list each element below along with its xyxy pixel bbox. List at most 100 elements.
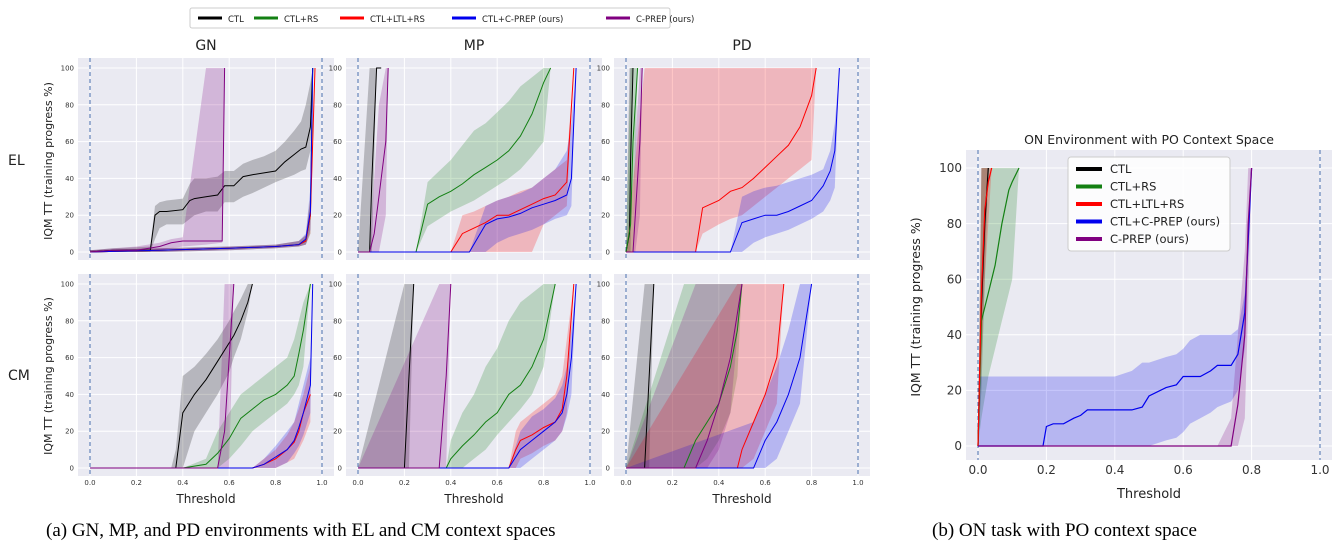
y-tick-label: 0 bbox=[954, 439, 962, 453]
legend-a-label: CTL+LTL+RS bbox=[370, 15, 425, 25]
series-band-ctl bbox=[358, 68, 382, 252]
series-line-c-prep-ours- bbox=[89, 67, 226, 253]
y-tick-label: 60 bbox=[65, 354, 74, 362]
x-tick-label: 0.8 bbox=[270, 479, 281, 487]
y-tick-label: 100 bbox=[61, 280, 74, 288]
x-tick-label: 0.0 bbox=[352, 479, 363, 487]
series-line-ctl-c-prep-ours- bbox=[90, 283, 314, 469]
series-line-ctl-c-prep-ours- bbox=[626, 283, 813, 469]
x-tick-label: 0.8 bbox=[538, 479, 549, 487]
series-line-ctl bbox=[89, 67, 314, 253]
chart-title: ON Environment with PO Context Space bbox=[1024, 132, 1274, 147]
y-tick-label: 0 bbox=[70, 248, 74, 256]
legend-a-label: CTL+RS bbox=[284, 15, 318, 25]
series-line-ctl-rs bbox=[358, 283, 556, 469]
y-tick-label: 40 bbox=[601, 391, 610, 399]
series-band-ctl-c-prep-ours- bbox=[358, 68, 577, 252]
y-tick-label: 40 bbox=[601, 175, 610, 183]
series-band-c-prep-ours- bbox=[358, 68, 389, 252]
caption-a: (a) GN, MP, and PD environments with EL … bbox=[46, 520, 556, 541]
y-tick-label: 100 bbox=[329, 280, 342, 288]
series-band-ctl-ltl-rs bbox=[90, 366, 311, 468]
panel-cm-gn: 0 20 40 60 80 100 0.0 0.2 0.4 0.6 0.8 1.0 bbox=[61, 274, 334, 487]
series-band-ctl-ltl-rs bbox=[626, 68, 817, 252]
series-band-ctl-c-prep-ours- bbox=[626, 284, 812, 468]
series-band-ctl bbox=[90, 284, 253, 468]
series-line-ctl-c-prep-ours- bbox=[358, 283, 577, 469]
x-tick-label: 1.0 bbox=[1310, 463, 1329, 477]
series-line-ctl-rs bbox=[90, 283, 311, 469]
x-axis-label: Threshold bbox=[175, 492, 235, 506]
x-tick-label: 0.0 bbox=[968, 463, 987, 477]
plot-background bbox=[78, 58, 334, 260]
y-tick-label: 60 bbox=[333, 354, 342, 362]
legend-a-label: CTL bbox=[228, 15, 244, 25]
y-tick-label: 80 bbox=[333, 317, 342, 325]
y-tick-label: 80 bbox=[333, 101, 342, 109]
y-tick-label: 20 bbox=[65, 428, 74, 436]
y-tick-label: 60 bbox=[601, 354, 610, 362]
x-tick-label: 0.6 bbox=[492, 479, 504, 487]
row-label: CM bbox=[8, 368, 30, 384]
x-tick-label: 0.2 bbox=[131, 479, 142, 487]
legend-a-label: CTL+C-PREP (ours) bbox=[482, 15, 563, 25]
series-line-ctl-rs bbox=[625, 67, 639, 253]
x-tick-label: 0.6 bbox=[224, 479, 236, 487]
x-tick-label: 0.2 bbox=[667, 479, 678, 487]
plot-background bbox=[346, 274, 602, 476]
legend-b: CTL CTL+RS CTL+LTL+RS CTL+C-PREP (ours) C-PR… bbox=[1067, 156, 1231, 252]
series-line-c-prep-ours- bbox=[626, 67, 643, 253]
panel-el-gn: 0 20 40 60 80 100 bbox=[61, 58, 334, 260]
x-tick-label: 0.0 bbox=[620, 479, 631, 487]
plot-background bbox=[78, 274, 334, 476]
x-axis-label: Threshold bbox=[1116, 487, 1181, 502]
legend-a: CTL CTL+RS CTL+LTL+RS CTL+C-PREP (ours) C-PR… bbox=[189, 7, 694, 29]
y-tick-label: 40 bbox=[333, 175, 342, 183]
legend-a-frame bbox=[189, 7, 671, 29]
y-tick-label: 100 bbox=[597, 64, 610, 72]
legend-b-label: C-PREP (ours) bbox=[1110, 232, 1189, 246]
series-band-ctl-rs bbox=[90, 284, 311, 468]
series-line-ctl-c-prep-ours- bbox=[358, 67, 577, 253]
x-tick-label: 0.4 bbox=[445, 479, 457, 487]
series-band-ctl-ltl-rs bbox=[358, 68, 574, 252]
y-tick-label: 40 bbox=[65, 175, 74, 183]
y-tick-label: 20 bbox=[333, 212, 342, 220]
series-line-c-prep-ours- bbox=[626, 283, 743, 469]
series-line-ctl-ltl-rs bbox=[977, 167, 993, 447]
series-line-ctl-rs bbox=[977, 167, 1020, 447]
series-band-ctl bbox=[90, 68, 313, 252]
y-tick-label: 60 bbox=[333, 138, 342, 146]
series-line-c-prep-ours- bbox=[358, 283, 452, 469]
column-title: GN bbox=[195, 38, 216, 54]
plot-background bbox=[346, 58, 602, 260]
legend-b-label: CTL+C-PREP (ours) bbox=[1110, 215, 1220, 229]
series-line-c-prep-ours- bbox=[978, 167, 1253, 447]
on-chart: 0 20 40 60 80 100 0.0 0.2 0.4 0.6 0.8 1.0 ON Environ… bbox=[908, 132, 1332, 502]
panel-cm-mp: 0 20 40 60 80 100 0.0 0.2 0.4 0.6 0.8 1.0 bbox=[329, 274, 602, 487]
y-tick-label: 80 bbox=[65, 101, 74, 109]
y-tick-label: 20 bbox=[601, 212, 610, 220]
panel-el-pd: 0 20 40 60 80 100 bbox=[597, 58, 870, 260]
series-band-ctl-ltl-rs bbox=[978, 168, 992, 446]
column-title: PD bbox=[732, 38, 751, 54]
x-axis-label: Threshold bbox=[443, 492, 503, 506]
plot-background bbox=[614, 58, 870, 260]
legend-b-frame bbox=[1067, 156, 1231, 252]
x-tick-label: 0.2 bbox=[399, 479, 410, 487]
y-tick-label: 60 bbox=[947, 272, 962, 286]
series-band-ctl-rs bbox=[978, 168, 1019, 446]
x-tick-label: 0.4 bbox=[177, 479, 189, 487]
y-tick-label: 0 bbox=[606, 248, 610, 256]
y-tick-label: 0 bbox=[338, 248, 342, 256]
y-tick-label: 0 bbox=[70, 464, 74, 472]
x-tick-label: 0.0 bbox=[84, 479, 95, 487]
series-band-ctl bbox=[626, 68, 633, 252]
x-tick-label: 0.8 bbox=[1242, 463, 1261, 477]
x-tick-label: 1.0 bbox=[584, 479, 595, 487]
series-band-ctl bbox=[978, 168, 989, 446]
series-line-ctl-rs bbox=[358, 67, 552, 253]
x-tick-label: 0.4 bbox=[713, 479, 725, 487]
column-title: MP bbox=[464, 38, 485, 54]
